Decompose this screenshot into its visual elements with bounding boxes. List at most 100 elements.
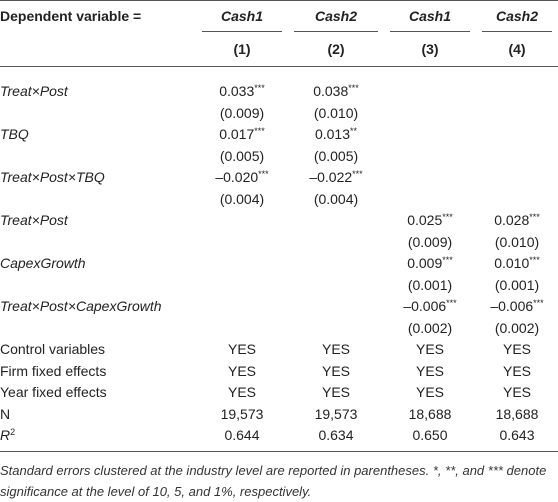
value-cell: YES	[321, 341, 350, 357]
value-cell: YES	[321, 384, 350, 400]
value-cell	[288, 275, 384, 297]
value-cell	[196, 296, 288, 318]
row-label-text: Treat×Post	[0, 83, 68, 99]
value-cell: 19,573	[220, 405, 264, 422]
value-cell	[476, 67, 558, 103]
row-label-text: Treat×Post×CapexGrowth	[0, 298, 162, 314]
value-cell	[288, 296, 384, 318]
value-cell: –0.006***	[490, 298, 544, 314]
table-row: (0.009) (0.010)	[0, 232, 558, 254]
row-label: Firm fixed effects	[0, 361, 196, 383]
significance-stars: ***	[529, 255, 540, 265]
value-cell: 0.017***	[219, 126, 265, 142]
value-cell	[196, 253, 288, 275]
value-cell: –0.020***	[215, 169, 269, 185]
value-cell: (0.004)	[313, 190, 359, 207]
row-label: TBQ	[0, 124, 196, 146]
row-label-text: R	[0, 427, 11, 443]
table-row: R2 0.644 0.634 0.650 0.643	[0, 425, 558, 452]
value-cell	[288, 318, 384, 340]
value-cell	[288, 210, 384, 232]
value-cell: YES	[321, 362, 350, 379]
value-cell: 0.634	[288, 425, 384, 452]
row-label: Year fixed effects	[0, 382, 196, 404]
column-number: (4)	[476, 32, 558, 67]
value-cell: 0.010***	[494, 255, 540, 271]
column-header: Cash2	[482, 1, 552, 32]
row-label-text: Year fixed effects	[0, 384, 107, 400]
row-label	[0, 103, 196, 125]
value-cell: –0.006***	[403, 298, 457, 314]
significance-stars: ***	[348, 83, 359, 93]
value-cell: 0.033***	[219, 83, 265, 99]
table-row: Year fixed effects YES YES YES YES	[0, 382, 558, 404]
number-row: (1) (2) (3) (4)	[0, 32, 558, 67]
value-cell: 0.025***	[407, 212, 453, 228]
value-cell: (0.009)	[407, 233, 453, 250]
column-number: (1)	[196, 32, 288, 67]
table-row: CapexGrowth 0.009*** 0.010***	[0, 253, 558, 275]
column-header-cell: Cash2	[476, 1, 558, 32]
column-header: Cash2	[294, 1, 378, 32]
value-cell: YES	[502, 362, 531, 379]
value-cell	[476, 103, 558, 125]
value-cell	[476, 189, 558, 211]
column-header-cell: Cash2	[288, 1, 384, 32]
row-label-sup: 2	[10, 427, 16, 437]
row-label	[0, 275, 196, 297]
value-cell	[288, 253, 384, 275]
value-cell	[196, 318, 288, 340]
value-cell: 0.038***	[313, 83, 359, 99]
value-cell	[196, 210, 288, 232]
row-label-text: TBQ	[0, 126, 29, 142]
value-cell: 0.643	[476, 425, 558, 452]
value-cell	[476, 146, 558, 168]
row-label-text: Control variables	[0, 341, 106, 357]
row-label	[0, 189, 196, 211]
table-row: TBQ 0.017*** 0.013**	[0, 124, 558, 146]
value-cell: 19,573	[314, 405, 358, 422]
value-cell	[384, 146, 476, 168]
table-row: (0.001) (0.001)	[0, 275, 558, 297]
significance-stars: **	[350, 126, 358, 136]
value-cell: (0.005)	[219, 147, 265, 164]
table-row: N 19,573 19,573 18,688 18,688	[0, 404, 558, 426]
row-label: R2	[0, 425, 196, 452]
table-row: (0.009) (0.010)	[0, 103, 558, 125]
value-cell: YES	[415, 341, 444, 357]
value-cell	[288, 232, 384, 254]
row-label: Treat×Post	[0, 210, 196, 232]
row-label	[0, 146, 196, 168]
table-row: Treat×Post 0.033*** 0.038***	[0, 67, 558, 103]
value-cell	[196, 275, 288, 297]
value-cell: (0.002)	[494, 319, 540, 336]
significance-stars: ***	[442, 212, 453, 222]
value-cell: –0.022***	[309, 169, 363, 185]
row-label-text: Treat×Post×TBQ	[0, 169, 105, 185]
row-label	[0, 232, 196, 254]
value-cell	[384, 189, 476, 211]
table-row: (0.002) (0.002)	[0, 318, 558, 340]
value-cell: YES	[415, 362, 444, 379]
value-cell	[384, 167, 476, 189]
significance-stars: ***	[258, 169, 269, 179]
table-row: Firm fixed effects YES YES YES YES	[0, 361, 558, 383]
significance-stars: ***	[254, 126, 265, 136]
row-label-text: N	[0, 405, 11, 422]
header-row: Dependent variable = Cash1 Cash2 Cash1 C…	[0, 1, 558, 32]
significance-stars: ***	[254, 83, 265, 93]
column-header: Cash1	[202, 1, 282, 32]
value-cell: (0.001)	[407, 276, 453, 293]
row-label: Treat×Post×TBQ	[0, 167, 196, 189]
value-cell: (0.010)	[494, 233, 540, 250]
value-cell	[384, 103, 476, 125]
value-cell: 0.644	[196, 425, 288, 452]
value-cell: (0.001)	[494, 276, 540, 293]
column-header-cell: Cash1	[384, 1, 476, 32]
value-cell: 18,688	[408, 405, 452, 422]
value-cell: 18,688	[495, 405, 539, 422]
table-row: Treat×Post 0.025*** 0.028***	[0, 210, 558, 232]
table-row: Treat×Post×TBQ –0.020*** –0.022***	[0, 167, 558, 189]
table-body: Treat×Post 0.033*** 0.038*** (0.009) (0.010)…	[0, 67, 558, 452]
